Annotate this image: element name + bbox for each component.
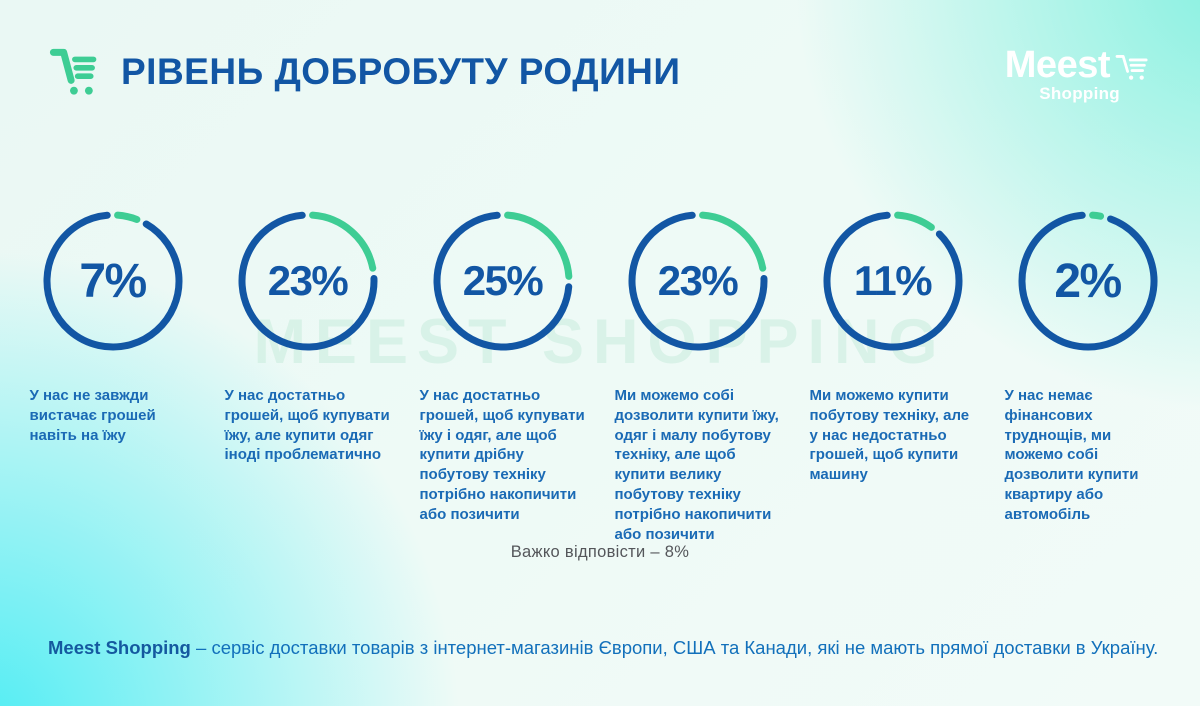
- percent-value: 11%: [853, 257, 933, 304]
- donut-ring: [1018, 211, 1157, 351]
- stat-item: 2% У нас немає фінансових труднощів, ми …: [990, 206, 1185, 544]
- percent-value: 2%: [1054, 254, 1122, 308]
- stat-item: 11% Ми можемо купити побутову техніку, а…: [795, 206, 990, 544]
- stat-description: У нас немає фінансових труднощів, ми мож…: [1004, 387, 1139, 523]
- header: РІВЕНЬ ДОБРОБУТУ РОДИНИ: [45, 44, 681, 100]
- stat-item: 23% Ми можемо собі дозволити купити їжу,…: [600, 206, 795, 544]
- donut-chart: 7%: [38, 206, 188, 356]
- page-title: РІВЕНЬ ДОБРОБУТУ РОДИНИ: [121, 51, 681, 92]
- percent-value: 23%: [267, 257, 349, 304]
- cart-icon: [49, 48, 97, 95]
- donut-chart: 25%: [428, 206, 578, 356]
- stat-item: 7% У нас не завжди вистачає грошей навіт…: [15, 206, 210, 544]
- stat-item: 23% У нас достатньо грошей, щоб купувати…: [210, 206, 405, 544]
- donut-chart: 23%: [623, 206, 773, 356]
- percent-value: 7%: [79, 254, 147, 308]
- donut-chart: 11%: [818, 206, 968, 356]
- stat-description: Ми можемо купити побутову техніку, але у…: [809, 387, 970, 484]
- stats-row: 7% У нас не завжди вистачає грошей навіт…: [15, 206, 1185, 544]
- donut-ring: [43, 211, 182, 351]
- donut-ring: [628, 211, 767, 351]
- footer-brand: Meest Shopping: [48, 637, 191, 658]
- footer-description: – сервіс доставки товарів з інтернет-маг…: [196, 637, 1159, 658]
- stat-item: 25% У нас достатньо грошей, щоб купувати…: [405, 206, 600, 544]
- percent-value: 23%: [657, 257, 739, 304]
- hard-to-answer-note: Важко відповісти – 8%: [510, 543, 690, 561]
- logo-cart-icon: [1115, 55, 1148, 80]
- logo-sub-text: Shopping: [1039, 84, 1120, 103]
- stat-description: У нас не завжди вистачає грошей навіть н…: [29, 387, 156, 444]
- donut-ring: [433, 211, 572, 351]
- stat-description: Ми можемо собі дозволити купити їжу, одя…: [614, 387, 779, 543]
- logo-brand-text: Meest: [1004, 44, 1111, 86]
- donut-chart: 2%: [1013, 206, 1163, 356]
- stat-description: У нас достатньо грошей, щоб купувати їжу…: [419, 387, 585, 523]
- donut-ring: [823, 211, 962, 351]
- percent-value: 25%: [462, 257, 544, 304]
- footer-text: Meest Shopping – сервіс доставки товарів…: [48, 637, 1158, 659]
- stat-description: У нас достатньо грошей, щоб купувати їжу…: [224, 387, 390, 464]
- watermark-text: MEEST SHOPPING: [253, 307, 947, 377]
- donut-chart: 23%: [233, 206, 383, 356]
- donut-ring: [238, 211, 377, 351]
- meest-logo: Meest Shopping: [1005, 46, 1150, 104]
